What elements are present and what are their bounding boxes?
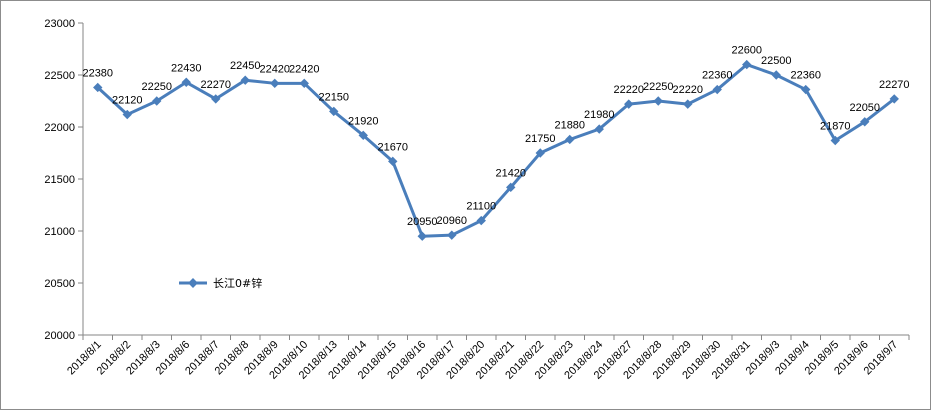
data-label: 22250 <box>141 81 172 93</box>
data-point <box>299 78 309 89</box>
legend-marker <box>188 278 198 288</box>
y-axis-ticks: 20000 20500 21000 21500 22000 22500 23000 <box>44 18 83 342</box>
data-point <box>506 182 516 193</box>
data-label: 22600 <box>731 45 762 57</box>
data-label: 21870 <box>820 121 851 133</box>
y-tick-label: 22000 <box>44 122 75 134</box>
data-point <box>771 70 781 80</box>
data-labels: 2238022120222502243022270224502242022420… <box>82 45 909 229</box>
data-point <box>240 75 250 85</box>
data-point <box>388 156 398 167</box>
data-label: 21100 <box>466 201 496 213</box>
data-point <box>476 215 486 226</box>
data-point <box>594 124 604 134</box>
x-axis-ticks: 2018/8/12018/8/22018/8/32018/8/62018/8/7… <box>65 335 910 382</box>
data-point <box>358 130 368 141</box>
data-point <box>181 77 191 87</box>
data-point <box>417 231 427 241</box>
data-point <box>93 82 103 93</box>
y-tick-label: 20000 <box>44 330 75 342</box>
series <box>93 59 899 241</box>
data-label: 21750 <box>525 133 556 145</box>
data-label: 21980 <box>584 109 615 121</box>
data-point <box>712 84 722 95</box>
data-label: 22250 <box>643 81 674 93</box>
data-label: 21920 <box>348 115 379 127</box>
y-tick-label: 21500 <box>44 174 75 186</box>
data-label: 22360 <box>790 70 821 82</box>
legend[interactable]: 长江0#锌 <box>179 276 262 290</box>
data-label: 22430 <box>171 62 202 74</box>
data-label: 21420 <box>495 167 526 179</box>
data-point <box>270 78 280 89</box>
data-point <box>683 99 693 109</box>
y-tick-label: 23000 <box>44 18 75 30</box>
data-label: 22220 <box>672 84 703 96</box>
data-point <box>653 96 663 106</box>
data-point <box>830 135 840 146</box>
data-point <box>889 94 899 104</box>
data-point <box>329 106 339 117</box>
y-tick-label: 21000 <box>44 226 75 238</box>
data-point <box>535 148 545 158</box>
data-point <box>122 109 132 120</box>
y-tick-label: 22500 <box>44 70 75 82</box>
series-line <box>96 63 896 238</box>
data-label: 22220 <box>613 84 644 96</box>
data-point <box>211 94 221 104</box>
data-label: 22270 <box>200 79 231 91</box>
data-label: 20960 <box>436 215 467 227</box>
data-point <box>565 134 575 145</box>
data-label: 22270 <box>879 79 910 91</box>
data-point <box>742 59 752 70</box>
data-label: 21880 <box>554 119 585 131</box>
data-label: 22050 <box>849 102 880 114</box>
data-label: 22360 <box>702 70 733 82</box>
data-label: 22120 <box>112 95 143 107</box>
data-label: 22500 <box>761 55 792 67</box>
data-label: 22380 <box>82 67 113 79</box>
data-point <box>624 99 634 109</box>
data-point <box>801 84 811 95</box>
data-label: 22420 <box>259 63 290 75</box>
data-label: 22150 <box>318 91 349 103</box>
data-label: 20950 <box>407 216 438 228</box>
data-label: 22450 <box>230 60 261 72</box>
legend-series-label: 长江0#锌 <box>213 276 262 290</box>
data-label: 22420 <box>289 63 320 75</box>
data-label: 21670 <box>377 141 408 153</box>
data-point <box>152 96 162 106</box>
data-point <box>860 117 870 127</box>
data-point <box>447 230 457 240</box>
y-tick-label: 20500 <box>44 278 75 290</box>
